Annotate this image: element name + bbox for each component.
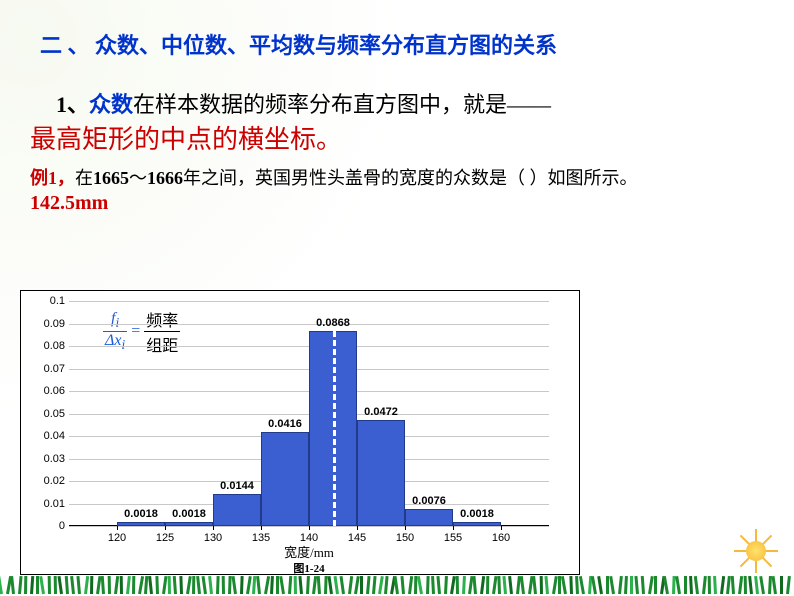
bar-value-label: 0.0868: [303, 317, 363, 329]
ex-tilde: ～: [129, 168, 147, 188]
histogram-chart: fiΔxi = 频率组距 宽度/mm 图1-24 0 0.01 0.02 0.03 0.…: [20, 290, 580, 575]
ex-year1: 1665: [93, 168, 129, 188]
point-1: 1、众数在样本数据的频率分布直方图中，就是——: [0, 70, 794, 123]
ex-t1: 在: [75, 168, 93, 188]
bar-value-label: 0.0076: [399, 495, 459, 507]
y-tick-label: 0.06: [27, 385, 65, 397]
y-tick-label: 0.08: [27, 340, 65, 352]
histogram-bar: [357, 420, 405, 526]
bar-value-label: 0.0144: [207, 480, 267, 492]
x-tick-mark: [453, 526, 454, 530]
answer: 142.5mm: [30, 192, 108, 215]
point-number: 1、: [56, 92, 89, 117]
y-tick-label: 0.03: [27, 453, 65, 465]
x-tick-mark: [405, 526, 406, 530]
y-tick-label: 0.04: [27, 430, 65, 442]
example-1: 例1，在1665～1666年之间，英国男性头盖骨的宽度的众数是（ ）如图所示。: [0, 157, 794, 192]
y-tick-label: 0.09: [27, 318, 65, 330]
x-tick-label: 125: [156, 532, 174, 544]
histogram-bar: [405, 509, 453, 526]
chart-plot-area: fiΔxi = 频率组距 宽度/mm 图1-24 00.010.020.030.…: [69, 301, 549, 526]
sun-decoration: [736, 531, 776, 571]
y-tick-label: 0.1: [27, 295, 65, 307]
x-tick-label: 130: [204, 532, 222, 544]
x-tick-label: 120: [108, 532, 126, 544]
x-tick-mark: [117, 526, 118, 530]
x-tick-mark: [357, 526, 358, 530]
x-tick-mark: [261, 526, 262, 530]
histogram-bar: [213, 494, 261, 526]
x-tick-label: 140: [300, 532, 318, 544]
x-tick-label: 135: [252, 532, 270, 544]
bar-value-label: 0.0018: [159, 508, 219, 520]
histogram-bar: [165, 522, 213, 526]
histogram-bar: [117, 522, 165, 526]
y-axis-ratio-label: fiΔxi = 频率组距: [103, 307, 180, 356]
figure-label: 图1-24: [293, 560, 324, 576]
histogram-bar: [453, 522, 501, 526]
gridline: [69, 301, 549, 302]
section-title: 二 、 众数、中位数、平均数与频率分布直方图的关系: [0, 0, 794, 70]
x-axis-label: 宽度/mm: [284, 542, 334, 561]
x-tick-label: 150: [396, 532, 414, 544]
histogram-bar: [261, 432, 309, 526]
x-tick-label: 155: [444, 532, 462, 544]
point-keyword: 众数: [89, 92, 133, 117]
y-tick-label: 0.07: [27, 363, 65, 375]
point-rest: 在样本数据的频率分布直方图中，就是——: [133, 92, 551, 117]
x-tick-label: 160: [492, 532, 510, 544]
x-tick-label: 145: [348, 532, 366, 544]
y-tick-label: 0.02: [27, 475, 65, 487]
bar-value-label: 0.0018: [447, 508, 507, 520]
x-tick-mark: [165, 526, 166, 530]
x-tick-mark: [309, 526, 310, 530]
y-tick-label: 0.01: [27, 498, 65, 510]
conclusion: 最高矩形的中点的横坐标。: [0, 123, 794, 157]
x-tick-mark: [501, 526, 502, 530]
grass-decoration: [0, 576, 794, 596]
mode-indicator-line: [333, 331, 336, 526]
x-tick-mark: [213, 526, 214, 530]
example-label: 例1，: [30, 168, 75, 188]
ex-after: 年之间，英国男性头盖骨的宽度的众数是（ ）如图所示。: [183, 168, 638, 188]
y-tick-label: 0.05: [27, 408, 65, 420]
bar-value-label: 0.0472: [351, 406, 411, 418]
y-tick-label: 0: [27, 520, 65, 532]
bar-value-label: 0.0416: [255, 418, 315, 430]
ex-year2: 1666: [147, 168, 183, 188]
